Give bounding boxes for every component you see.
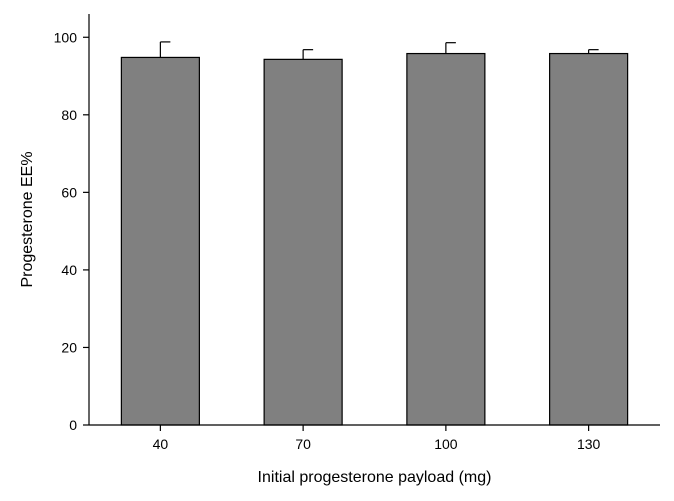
bar [406,52,486,426]
y-tick-label: 60 [61,184,77,200]
y-tick-label: 100 [54,29,78,45]
y-tick-label: 80 [61,107,77,123]
y-axis-title: Progesterone EE% [19,151,36,287]
x-tick-label: 70 [295,436,311,452]
x-tick-label: 100 [434,436,458,452]
bars [120,52,629,426]
y-tick-label: 0 [69,417,77,433]
error-bar [159,41,171,58]
error-bars [159,41,599,60]
x-axis-title: Initial progesterone payload (mg) [258,469,492,486]
bar [263,58,343,426]
x-axis-ticks: 40 70 100 130 [153,425,601,452]
y-tick-label: 20 [61,339,77,355]
bar [549,52,629,426]
error-bar [588,49,599,54]
x-tick-label: 40 [153,436,169,452]
y-axis-ticks: 0 20 40 60 80 100 [54,29,89,433]
error-bar [302,49,314,60]
x-tick-label: 130 [577,436,601,452]
bar [120,56,200,426]
y-tick-label: 40 [61,262,77,278]
error-bar [445,42,456,54]
